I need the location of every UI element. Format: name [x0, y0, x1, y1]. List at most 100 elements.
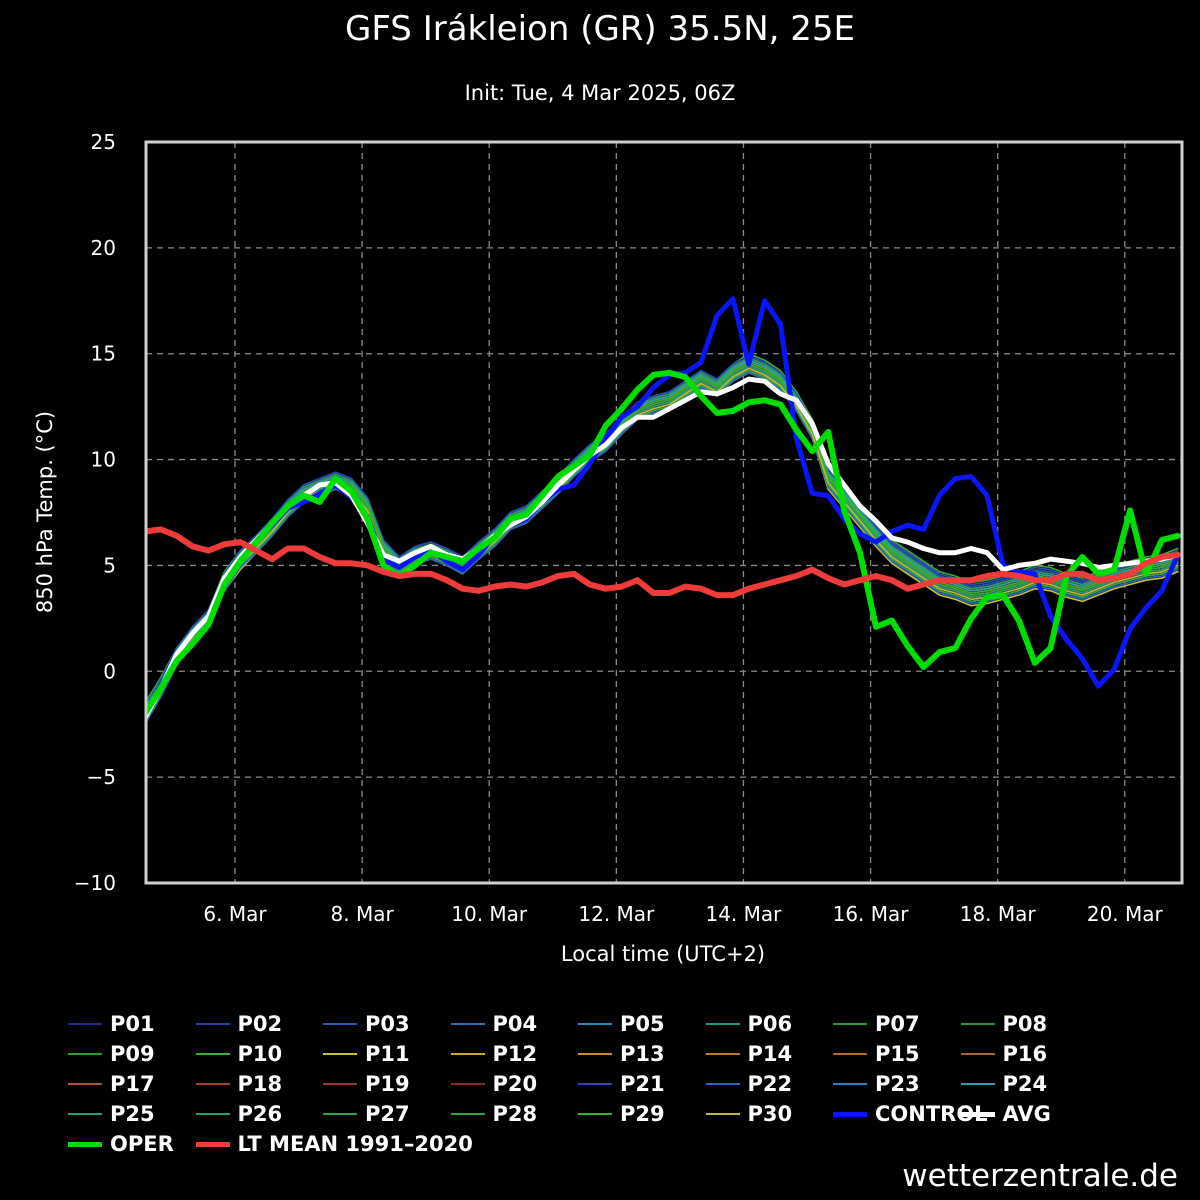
legend-swatch — [705, 1023, 740, 1025]
legend-swatch — [68, 1053, 102, 1055]
chart-svg: GFS Irákleion (GR) 35.5N, 25E Init: Tue,… — [33, 9, 1184, 966]
legend-label: P24 — [1002, 1072, 1048, 1096]
series-line-control — [146, 296, 1181, 716]
legend-swatch — [705, 1113, 740, 1115]
x-tick-label: 8. Mar — [331, 902, 395, 926]
legend-label: P21 — [620, 1072, 665, 1096]
legend-label: P11 — [365, 1042, 410, 1066]
series-line-p23 — [146, 363, 1179, 714]
legend-label: P06 — [747, 1012, 793, 1036]
legend-label: P03 — [365, 1012, 410, 1036]
legend-item: P19 — [323, 1072, 410, 1096]
x-tick-label: 20. Mar — [1087, 902, 1164, 926]
chart-title: GFS Irákleion (GR) 35.5N, 25E — [345, 9, 855, 49]
legend-swatch — [960, 1083, 995, 1085]
legend-swatch — [195, 1083, 230, 1085]
legend-item: LT MEAN 1991–2020 — [195, 1132, 473, 1156]
legend-label: P20 — [492, 1072, 538, 1096]
x-tick-label: 16. Mar — [833, 902, 910, 926]
y-tick-label: 20 — [91, 236, 116, 260]
series-line-oper — [146, 369, 1181, 717]
legend-label: P09 — [110, 1042, 155, 1066]
legend-item: P30 — [705, 1102, 793, 1126]
y-axis-ticks: 25 20 15 10 5 0 −5 −10 — [74, 130, 116, 895]
legend-label: P02 — [237, 1012, 283, 1036]
legend-label: P18 — [237, 1072, 283, 1096]
series-line-p18 — [146, 367, 1179, 720]
legend-label: AVG — [1002, 1102, 1051, 1126]
legend-label: OPER — [110, 1132, 174, 1156]
legend-label: P14 — [747, 1042, 793, 1066]
watermark: wetterzentrale.de — [902, 1158, 1178, 1194]
series-group — [146, 296, 1181, 724]
legend-item: P24 — [960, 1072, 1048, 1096]
y-tick-label: 10 — [91, 448, 116, 472]
y-tick-label: 15 — [91, 342, 116, 366]
legend-swatch — [705, 1083, 740, 1085]
legend-label: P23 — [875, 1072, 920, 1096]
legend-swatch — [578, 1053, 612, 1055]
legend-item: P18 — [195, 1072, 283, 1096]
legend-label: P30 — [747, 1102, 793, 1126]
legend-item: P27 — [323, 1102, 410, 1126]
legend-swatch — [450, 1083, 485, 1085]
legend-label: LT MEAN 1991–2020 — [237, 1132, 473, 1156]
legend-label: P27 — [365, 1102, 410, 1126]
x-tick-label: 18. Mar — [960, 902, 1037, 926]
legend-item: P16 — [960, 1042, 1047, 1066]
legend-swatch — [68, 1141, 102, 1147]
x-axis-label: Local time (UTC+2) — [561, 942, 765, 966]
legend-swatch — [450, 1113, 485, 1115]
legend-label: P15 — [875, 1042, 920, 1066]
legend-item: P02 — [195, 1012, 283, 1036]
legend-label: P17 — [110, 1072, 155, 1096]
legend-item: P08 — [960, 1012, 1047, 1036]
legend-item: P17 — [68, 1072, 155, 1096]
legend-swatch — [323, 1083, 357, 1085]
legend-label: P25 — [110, 1102, 155, 1126]
series-line-p16 — [146, 363, 1179, 714]
series-line-p28 — [146, 363, 1179, 714]
legend-swatch — [833, 1023, 867, 1025]
legend-item: P25 — [68, 1102, 155, 1126]
legend-item: P01 — [68, 1012, 155, 1036]
legend-item: OPER — [68, 1132, 174, 1156]
legend-item: P26 — [195, 1102, 282, 1126]
series-line-p25 — [146, 365, 1179, 718]
legend-label: P10 — [237, 1042, 283, 1066]
legend-swatch — [705, 1053, 740, 1055]
chart-subtitle: Init: Tue, 4 Mar 2025, 06Z — [465, 81, 736, 105]
series-line-avg — [146, 376, 1181, 721]
legend-label: P13 — [620, 1042, 665, 1066]
legend-swatch — [833, 1111, 867, 1117]
legend-item: P04 — [450, 1012, 537, 1036]
series-line-p21 — [146, 354, 1179, 705]
legend-swatch — [960, 1053, 995, 1055]
legend-swatch — [833, 1083, 867, 1085]
y-tick-label: 0 — [103, 659, 116, 683]
legend-item: P20 — [450, 1072, 538, 1096]
series-line-p06 — [146, 367, 1179, 718]
series-line-p01 — [146, 367, 1179, 710]
legend-swatch — [195, 1023, 230, 1025]
legend-label: P07 — [875, 1012, 920, 1036]
legend-item: P09 — [68, 1042, 155, 1066]
legend-label: P01 — [110, 1012, 155, 1036]
legend-swatch — [833, 1053, 867, 1055]
legend-item: P10 — [195, 1042, 283, 1066]
legend-label: P22 — [747, 1072, 793, 1096]
legend-label: P12 — [492, 1042, 538, 1066]
legend-swatch — [323, 1053, 357, 1055]
legend-swatch — [68, 1083, 102, 1085]
legend-label: P05 — [620, 1012, 665, 1036]
legend-item: P12 — [450, 1042, 538, 1066]
legend-swatch — [450, 1023, 485, 1025]
legend-swatch — [323, 1113, 357, 1115]
legend-item: P05 — [578, 1012, 665, 1036]
y-tick-label: 5 — [103, 553, 116, 577]
series-line-lt-mean-1991-2020 — [146, 526, 1181, 599]
y-tick-label: −10 — [74, 871, 116, 895]
y-axis-label: 850 hPa Temp. (°C) — [33, 411, 57, 613]
y-tick-label: 25 — [91, 130, 116, 154]
legend-swatch — [578, 1023, 612, 1025]
